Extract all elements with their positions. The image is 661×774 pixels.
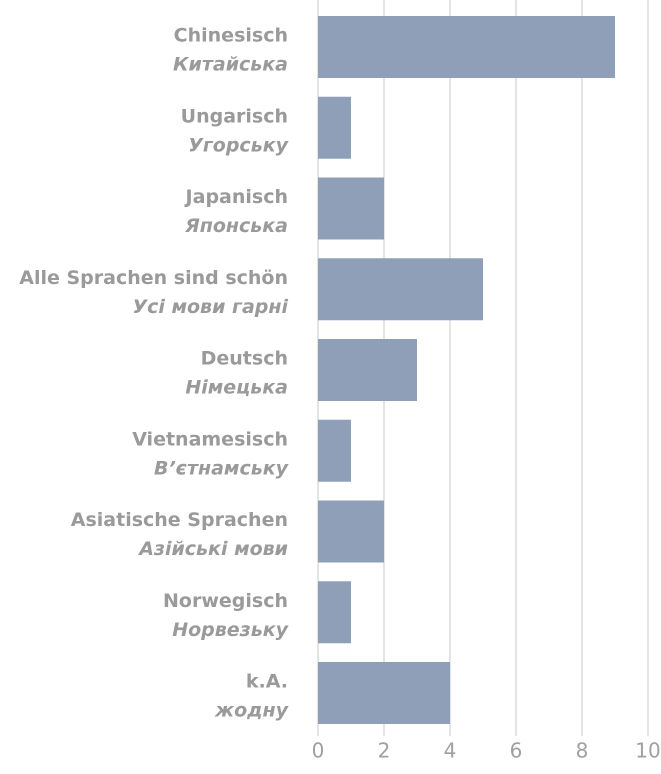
category-label-uk: Японська [184,215,288,237]
bar [318,177,384,240]
bar [318,662,450,724]
category-label: Ungarisch [181,105,288,127]
category-label-uk: В’єтнамську [154,457,290,479]
x-tick-label: 10 [635,739,660,763]
category-label-uk: Норвезьку [172,619,289,641]
bar [318,339,417,401]
category-label: Vietnamesisch [132,428,288,450]
x-tick-label: 0 [312,739,325,763]
x-tick-label: 4 [444,739,457,763]
bar [318,16,615,78]
bar [318,258,483,321]
category-label-uk: Азійські мови [137,538,288,560]
category-label: Norwegisch [163,590,288,612]
bar [318,96,351,159]
category-label-uk: Китайська [173,54,288,76]
x-tick-label: 2 [378,739,391,763]
category-label-uk: Усі мови гарні [132,296,288,318]
x-tick-label: 6 [510,739,523,763]
category-label-uk: Угорську [188,134,289,156]
bar [318,419,351,482]
category-label: Asiatische Sprachen [71,509,288,531]
bar [318,581,351,644]
category-label: Alle Sprachen sind schön [19,267,288,289]
category-label: Deutsch [201,348,288,370]
category-label: Chinesisch [174,25,288,47]
category-label: Japanisch [184,186,288,208]
x-tick-label: 8 [576,739,589,763]
category-label-uk: жодну [214,700,289,722]
category-label-uk: Німецька [185,377,288,399]
bar [318,500,384,563]
category-label: k.A. [246,671,288,693]
